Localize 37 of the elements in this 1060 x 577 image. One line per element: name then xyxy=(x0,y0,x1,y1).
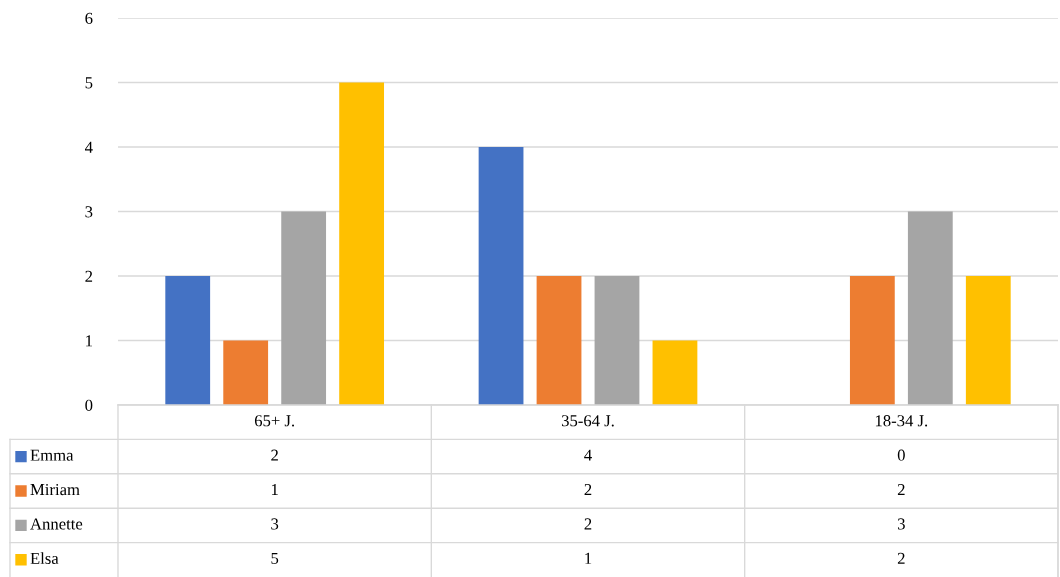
data-label: 2 xyxy=(271,449,278,461)
y-tick-label: 0 xyxy=(85,399,93,411)
bar xyxy=(478,147,524,405)
x-tick-label: 18-34 J. xyxy=(875,415,928,427)
legend-label: Miriam xyxy=(30,483,80,496)
data-label: 1 xyxy=(271,484,278,496)
bar xyxy=(339,82,385,405)
bar xyxy=(165,276,211,405)
bar xyxy=(652,340,698,405)
legend-label: Emma xyxy=(30,449,74,461)
data-label: 4 xyxy=(584,449,592,461)
x-tick-label: 35-64 J. xyxy=(561,415,614,427)
y-tick-label: 2 xyxy=(85,270,93,282)
y-tick-label: 4 xyxy=(84,141,93,153)
data-label: 5 xyxy=(271,552,279,564)
bar xyxy=(223,340,269,405)
data-label: 0 xyxy=(897,449,905,461)
bar xyxy=(965,276,1011,405)
data-label: 2 xyxy=(897,552,905,564)
bar xyxy=(536,276,582,405)
data-label: 3 xyxy=(897,518,905,530)
data-label: 2 xyxy=(584,518,592,530)
y-tick-label: 6 xyxy=(85,12,93,24)
x-tick-label: 65+ J. xyxy=(254,415,295,427)
y-tick-label: 5 xyxy=(85,77,93,89)
data-label: 1 xyxy=(585,552,592,564)
legend-label: Elsa xyxy=(30,552,59,564)
bar xyxy=(281,211,327,405)
bar xyxy=(849,276,895,405)
data-label: 2 xyxy=(897,483,905,496)
y-tick-label: 1 xyxy=(86,335,92,347)
bar xyxy=(594,276,640,405)
data-label: 3 xyxy=(271,518,279,530)
bar xyxy=(907,211,953,405)
data-label: 2 xyxy=(584,483,592,496)
legend-label: Annette xyxy=(30,518,83,530)
y-tick-label: 3 xyxy=(85,206,93,218)
